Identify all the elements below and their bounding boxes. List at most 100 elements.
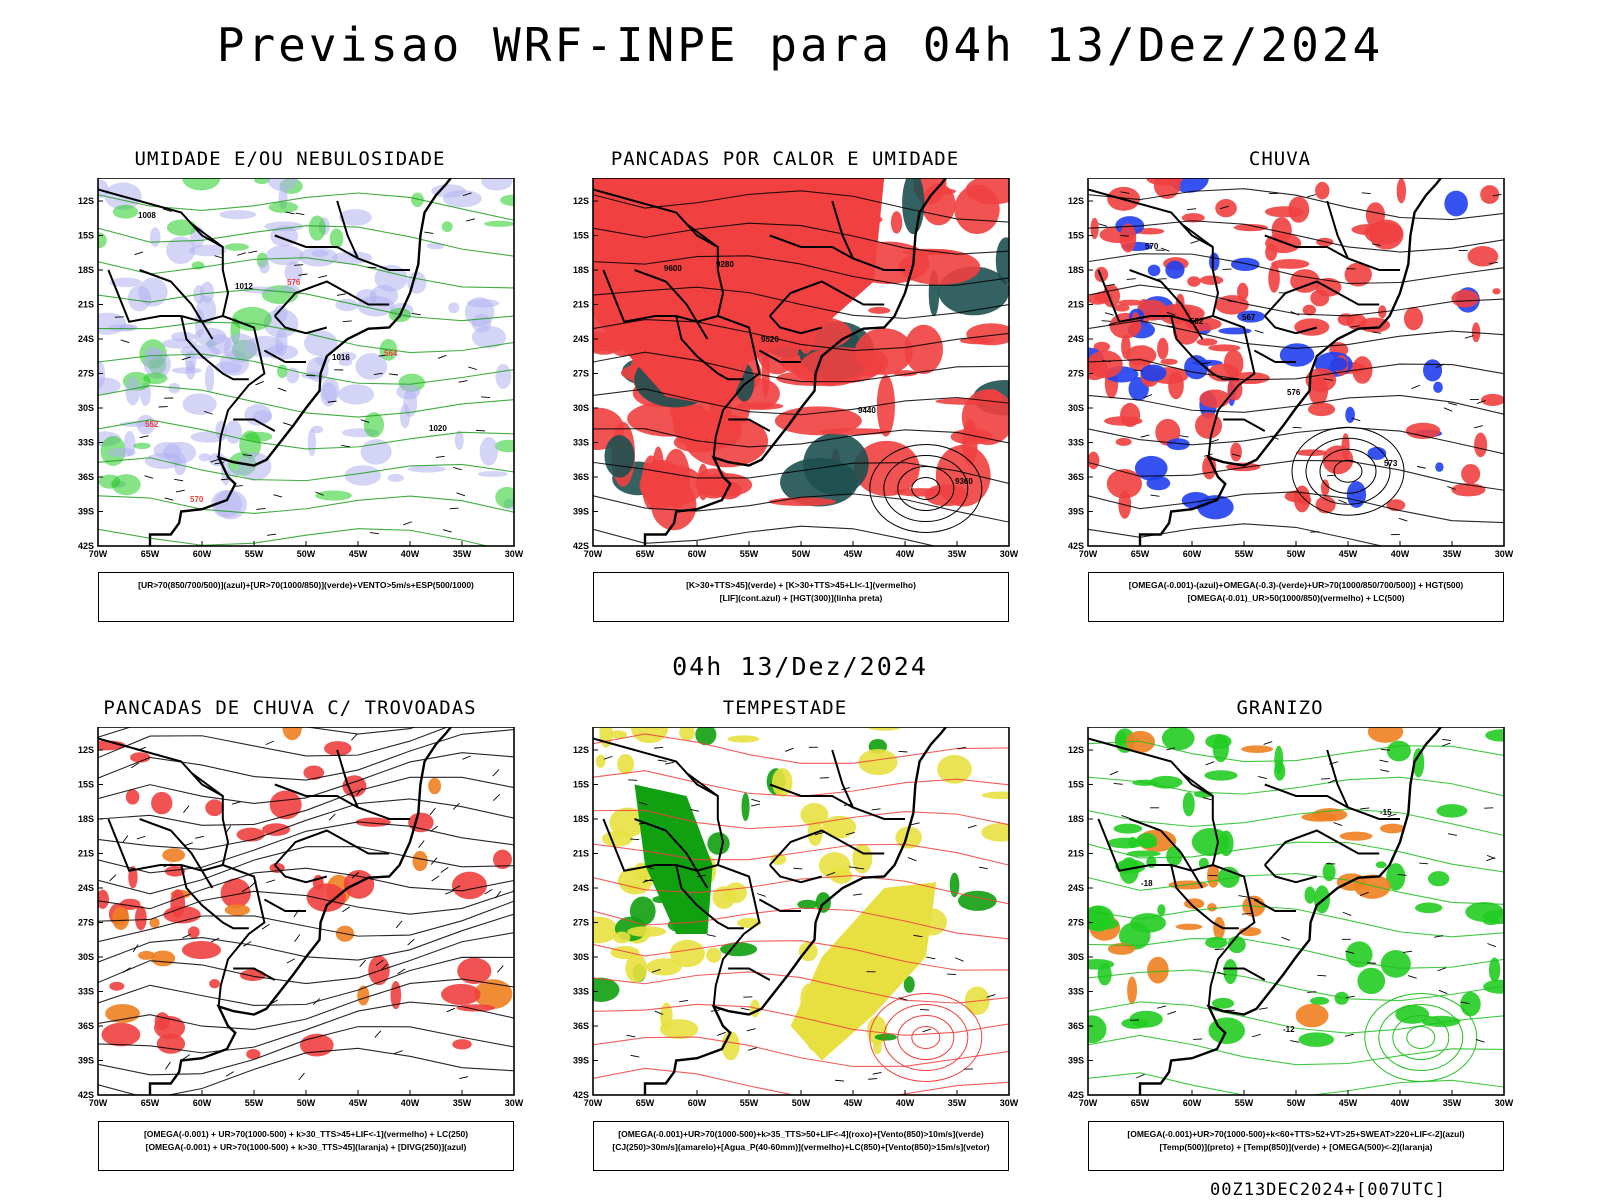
wind-vector (954, 957, 964, 962)
panel-title: GRANIZO (1236, 697, 1324, 719)
lon-tick-label: 65W (1131, 1098, 1150, 1108)
field-blob (1121, 1018, 1149, 1029)
field-blob (1230, 442, 1242, 462)
political-border (274, 783, 410, 820)
lon-tick-label: 45W (1339, 549, 1358, 559)
contour-label: 1016 (332, 353, 350, 362)
field-blob (1302, 304, 1317, 316)
field-blob (1146, 178, 1184, 186)
field-blob (390, 980, 402, 1010)
field-blob (800, 347, 883, 384)
field-blob (163, 441, 197, 464)
field-blob (1147, 264, 1161, 277)
map-content (593, 727, 1009, 1095)
field-blob (1199, 275, 1224, 285)
legend-line: [OMEGA(-0.001) + UR>70(1000-500) + k>30_… (145, 1142, 467, 1152)
isoline (593, 222, 1009, 255)
field-blob (387, 473, 404, 482)
wind-vector (182, 933, 191, 939)
wind-vector (395, 920, 403, 929)
wind-vector (1140, 434, 1150, 438)
legend-line: [OMEGA(-0.001)+UR>70(1000-500)+k>35_TTS>… (618, 1129, 984, 1139)
low-contour (869, 444, 983, 533)
panel-title: CHUVA (1248, 148, 1312, 170)
wind-vector (120, 339, 130, 344)
wind-vector (445, 890, 454, 895)
isoline (98, 846, 514, 895)
political-border (1170, 315, 1239, 381)
field-blob (357, 985, 370, 1006)
wind-vector (1342, 911, 1352, 916)
wind-vector (1202, 362, 1212, 365)
field-blob (1315, 181, 1330, 200)
wind-vector (458, 380, 468, 383)
wind-vector (1109, 771, 1119, 776)
wind-vector (220, 478, 230, 481)
wind-vector (144, 475, 154, 479)
field-blob (1213, 916, 1225, 940)
wind-vector (295, 212, 305, 216)
field-blob (205, 799, 224, 817)
wind-vector (910, 822, 920, 826)
field-blob (1131, 312, 1141, 333)
field-blob (613, 931, 631, 944)
lon-tick-label: 65W (141, 1098, 160, 1108)
wind-vector (411, 313, 421, 316)
low-contour (1333, 459, 1363, 483)
field-blob (1208, 1017, 1245, 1045)
field-blob (306, 883, 346, 912)
field-blob (1288, 196, 1310, 223)
wind-vector (1403, 950, 1413, 953)
wind-vector (369, 532, 379, 535)
field-blob (1330, 357, 1348, 371)
field-blob (1395, 1004, 1430, 1024)
field-blob (166, 219, 198, 236)
isoline (593, 318, 1009, 352)
field-blob (1121, 334, 1131, 359)
lat-tick-label: 33S (78, 438, 94, 448)
wind-vector (1306, 194, 1316, 198)
wind-vector (282, 422, 292, 426)
wind-vector (242, 454, 252, 456)
field-blob (1187, 276, 1201, 287)
political-border (336, 749, 359, 808)
field-blob (1309, 996, 1330, 1005)
field-blob (138, 950, 155, 960)
field-blob (1386, 740, 1411, 762)
wind-vector (1487, 943, 1497, 948)
wind-vector (1157, 1005, 1166, 1009)
wind-vector (440, 867, 449, 873)
wind-vector (449, 507, 459, 510)
isoline (98, 1026, 514, 1076)
field-blob (858, 748, 898, 776)
field-blob (451, 871, 487, 900)
field-blob (181, 940, 222, 960)
wind-vector (360, 419, 370, 423)
lon-tick-label: 30W (1495, 549, 1514, 559)
wind-vector (459, 1076, 469, 1079)
map-content (98, 727, 514, 1095)
field-blob (324, 741, 352, 756)
wind-vector (1258, 1007, 1268, 1010)
contour-label: 9360 (955, 477, 973, 486)
lat-tick-label: 27S (78, 918, 94, 928)
isoline (1088, 808, 1504, 837)
political-border (769, 829, 885, 866)
isoline (98, 867, 514, 910)
field-blob (303, 765, 325, 780)
lat-tick-label: 36S (78, 1021, 94, 1031)
wind-vector (1113, 782, 1123, 785)
field-blob (1295, 1003, 1329, 1028)
lon-tick-label: 35W (948, 1098, 967, 1108)
isoline (593, 907, 1009, 940)
lon-tick-label: 30W (1495, 1098, 1514, 1108)
wind-vector (231, 801, 241, 805)
wind-vector (1126, 278, 1136, 280)
wind-vector (696, 874, 706, 878)
run-footer: 00Z13DEC2024+[007UTC] (1210, 1180, 1446, 1200)
wind-vector (181, 356, 191, 361)
wind-vector (1157, 278, 1167, 280)
wind-vector (225, 1071, 234, 1077)
isoline (593, 971, 1009, 1004)
field-blob (225, 420, 242, 444)
